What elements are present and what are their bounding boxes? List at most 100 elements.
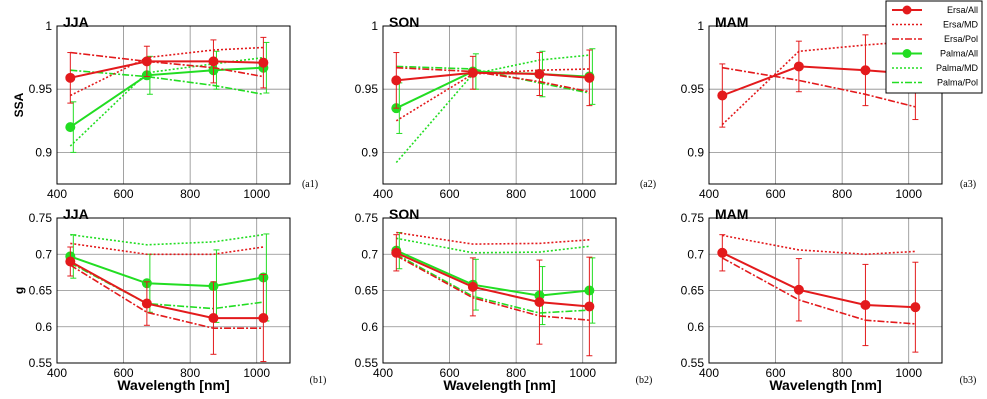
series-line	[69, 262, 264, 310]
series-line	[395, 251, 590, 308]
series-palma-all	[391, 232, 596, 326]
data-point	[65, 122, 76, 133]
data-point	[65, 72, 76, 83]
legend-entry: Palma/MD	[892, 63, 978, 73]
data-point	[717, 247, 728, 258]
y-tick-label: 0.95	[355, 82, 379, 96]
panel-title: SON	[389, 14, 419, 30]
x-tick-label: 400	[699, 366, 719, 380]
panel-a1: 400 600 800 1000 0.9 0.95 1 JJA SSA (a1)	[12, 14, 318, 201]
panel-title: MAM	[715, 206, 748, 222]
series-line	[70, 242, 264, 256]
y-tick-label: 0.55	[29, 356, 53, 370]
data-point	[208, 313, 219, 324]
y-tick-label: 1	[45, 19, 52, 33]
panel-label: (a2)	[640, 179, 656, 190]
series-line	[69, 255, 264, 288]
x-tick-label: 1000	[243, 187, 270, 201]
panel-label: (b3)	[960, 375, 977, 386]
data-point	[467, 281, 478, 292]
legend-entry: Ersa/Pol	[892, 34, 978, 44]
x-tick-label: 600	[114, 366, 134, 380]
panel-b1: 400 600 800 1000 0.55 0.6 0.65 0.7 0.75 JJA g Wavel…	[12, 206, 326, 393]
x-tick-label: 600	[766, 366, 786, 380]
x-tick-label: 1000	[895, 187, 922, 201]
series-line	[396, 71, 590, 82]
y-tick-label: 0.65	[355, 284, 379, 298]
series-line	[69, 46, 264, 97]
panel-label: (a3)	[960, 179, 976, 190]
x-tick-label: 800	[506, 366, 526, 380]
legend-marker	[902, 49, 912, 58]
x-tick-label: 800	[180, 187, 200, 201]
y-axis-label: SSA	[12, 92, 26, 117]
x-tick-label: 800	[832, 187, 852, 201]
series-line	[395, 249, 590, 297]
series-ersa-all	[391, 49, 595, 109]
series-line	[396, 66, 590, 93]
legend-label: Ersa/Pol	[944, 34, 978, 44]
series-line	[395, 253, 590, 314]
series-line	[396, 231, 590, 245]
x-tick-label: 600	[114, 187, 134, 201]
legend-label: Ersa/All	[947, 5, 978, 15]
axes-frame	[382, 25, 617, 185]
series-ersa-pol	[395, 254, 590, 321]
series-line	[69, 66, 264, 128]
y-tick-label: 0.7	[361, 247, 378, 261]
series-palma-all	[391, 48, 596, 134]
x-tick-label: 1000	[243, 366, 270, 380]
x-tick-label: 800	[506, 187, 526, 201]
panel-title: SON	[389, 206, 419, 222]
x-tick-label: 800	[180, 366, 200, 380]
x-tick-label: 400	[373, 366, 393, 380]
data-point	[141, 298, 152, 309]
data-point	[793, 284, 804, 295]
x-tick-label: 1000	[569, 187, 596, 201]
legend-box	[885, 0, 983, 94]
data-point	[910, 302, 921, 313]
data-point	[208, 56, 219, 67]
y-tick-label: 0.65	[681, 284, 705, 298]
series-palma-md	[396, 237, 590, 254]
y-tick-label: 0.7	[687, 247, 704, 261]
series-ersa-all	[391, 234, 595, 357]
series-line	[70, 69, 264, 96]
x-tick-label: 400	[47, 187, 67, 201]
y-tick-label: 0.95	[681, 82, 705, 96]
y-tick-label: 0.55	[681, 356, 705, 370]
data-point	[65, 256, 76, 267]
data-point	[717, 90, 728, 101]
series-ersa-md	[722, 234, 916, 256]
data-point	[584, 301, 595, 312]
series-ersa-pol	[70, 51, 264, 78]
series-ersa-all	[65, 36, 269, 104]
series-ersa-md	[69, 46, 264, 97]
panel-a2: 400 600 800 1000 0.9 0.95 1 SON (a2)	[355, 14, 656, 201]
x-tick-label: 600	[440, 187, 460, 201]
series-line	[395, 68, 590, 122]
series-ersa-pol	[721, 257, 916, 325]
axes-frame	[382, 217, 617, 364]
y-tick-label: 1	[697, 19, 704, 33]
series-line	[395, 54, 590, 164]
series-palma-pol	[395, 253, 590, 314]
series-palma-all	[65, 41, 270, 153]
series-line	[70, 51, 264, 78]
panel-label: (b2)	[636, 375, 653, 386]
y-tick-label: 0.55	[355, 356, 379, 370]
y-tick-label: 0.75	[29, 211, 53, 225]
legend-entry: Ersa/All	[892, 5, 978, 15]
legend-label: Palma/All	[940, 49, 978, 59]
y-tick-label: 0.9	[687, 145, 704, 159]
x-tick-label: 400	[373, 187, 393, 201]
series-ersa-pol	[69, 264, 264, 330]
y-tick-label: 0.9	[35, 145, 52, 159]
series-line	[69, 264, 264, 330]
panel-title: MAM	[715, 14, 748, 30]
series-line	[722, 234, 916, 256]
series-line	[395, 254, 590, 321]
legend-label: Ersa/MD	[943, 20, 979, 30]
y-tick-label: 1	[371, 19, 378, 33]
x-tick-label: 600	[766, 187, 786, 201]
